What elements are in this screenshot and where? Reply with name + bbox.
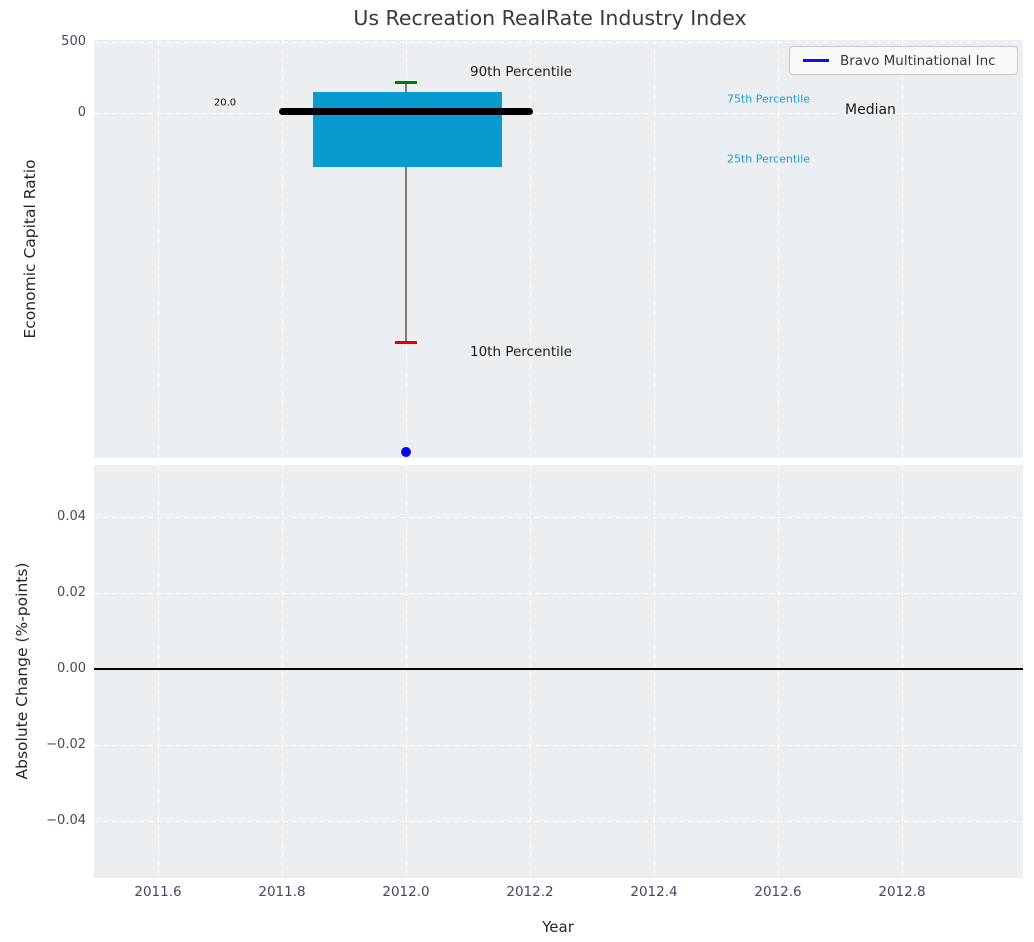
annotation-median: Median xyxy=(845,102,896,118)
median-value-label: 20.0 xyxy=(213,97,237,109)
gridline-vertical xyxy=(778,465,779,878)
bottom-plot-area xyxy=(94,465,1023,878)
gridline-vertical xyxy=(902,465,903,878)
gridline-horizontal xyxy=(94,113,1023,114)
ytick-bottom-n002: −0.02 xyxy=(46,737,86,752)
annotation-90th-percentile: 90th Percentile xyxy=(470,64,572,80)
xtick-2012-4: 2012.4 xyxy=(630,884,678,900)
ytick-bottom-000: 0.00 xyxy=(57,661,86,676)
gridline-vertical xyxy=(654,465,655,878)
gridline-horizontal xyxy=(94,745,1023,746)
ytick-bottom-004: 0.04 xyxy=(57,509,86,524)
boxplot-whisker-line xyxy=(405,82,407,342)
gridline-vertical xyxy=(530,465,531,878)
xtick-2012-8: 2012.8 xyxy=(878,884,926,900)
chart-title: Us Recreation RealRate Industry Index xyxy=(353,6,747,30)
gridline-horizontal xyxy=(94,42,1023,43)
gridline-vertical xyxy=(158,465,159,878)
gridline-vertical xyxy=(282,465,283,878)
xtick-2011-6: 2011.6 xyxy=(134,884,182,900)
ytick-bottom-002: 0.02 xyxy=(57,585,86,600)
boxplot-10th-percentile-cap xyxy=(395,341,417,344)
boxplot-90th-percentile-cap xyxy=(395,81,417,84)
zero-baseline xyxy=(94,668,1023,670)
xtick-2012-6: 2012.6 xyxy=(754,884,802,900)
xtick-2011-8: 2011.8 xyxy=(258,884,306,900)
y-axis-label-top: Economic Capital Ratio xyxy=(21,159,39,339)
xtick-2012-2: 2012.2 xyxy=(506,884,554,900)
gridline-vertical xyxy=(406,40,407,458)
ytick-top-500: 500 xyxy=(61,34,86,49)
top-plot-area: 20.0 90th Percentile 75th Percentile Med… xyxy=(94,40,1023,458)
legend: Bravo Multinational Inc xyxy=(789,46,1018,75)
gridline-horizontal xyxy=(94,593,1023,594)
gridline-vertical xyxy=(902,40,903,458)
xtick-2012-0: 2012.0 xyxy=(382,884,430,900)
gridline-vertical xyxy=(778,40,779,458)
ytick-bottom-n004: −0.04 xyxy=(46,813,86,828)
company-data-point xyxy=(401,447,411,457)
gridline-horizontal xyxy=(94,821,1023,822)
gridline-vertical xyxy=(530,40,531,458)
gridline-horizontal xyxy=(94,517,1023,518)
y-axis-label-bottom: Absolute Change (%-points) xyxy=(13,562,31,780)
gridline-vertical xyxy=(654,40,655,458)
annotation-10th-percentile: 10th Percentile xyxy=(470,344,572,360)
gridline-vertical xyxy=(282,40,283,458)
boxplot-median-line xyxy=(279,108,533,115)
annotation-25th-percentile: 25th Percentile xyxy=(727,152,811,166)
ytick-top-0: 0 xyxy=(77,105,86,120)
gridline-vertical xyxy=(158,40,159,458)
legend-line-swatch xyxy=(803,59,829,62)
x-axis-label: Year xyxy=(542,918,574,936)
boxplot-iqr-box xyxy=(313,92,502,167)
gridline-vertical xyxy=(406,465,407,878)
annotation-75th-percentile: 75th Percentile xyxy=(727,92,811,106)
legend-series-label: Bravo Multinational Inc xyxy=(840,52,996,69)
